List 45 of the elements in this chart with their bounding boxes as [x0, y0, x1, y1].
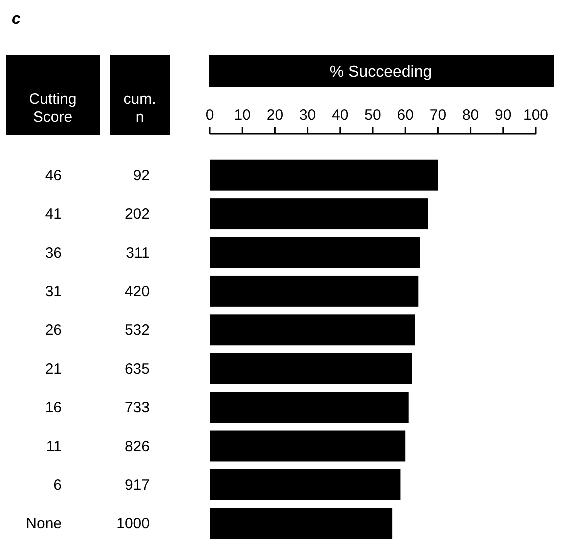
- y-axis-title: Cutting Score: [29, 91, 77, 126]
- x2-tick-label: 20: [266, 107, 284, 124]
- y2-tick-label: 826: [124, 438, 150, 456]
- x2-tick-label: 90: [495, 107, 512, 124]
- bar: [210, 198, 428, 230]
- x2-tick-label: 0: [206, 107, 214, 124]
- x2-tick-label: 80: [462, 107, 480, 124]
- y2-tick-label: 420: [124, 283, 150, 300]
- x2-tick-label: 10: [234, 107, 251, 124]
- x2-tick-label: 50: [364, 107, 382, 124]
- bar: [210, 160, 438, 191]
- y-tick-label: None: [26, 516, 62, 533]
- bar: [210, 353, 412, 384]
- y2-tick-label: 917: [124, 476, 150, 494]
- y2-tick-label: 532: [124, 322, 150, 340]
- bar: [210, 469, 401, 500]
- x2-tick-label: 70: [430, 107, 447, 124]
- bar: [210, 508, 393, 540]
- y2-tick-label: 92: [133, 167, 150, 184]
- y-tick-label: 46: [45, 167, 62, 184]
- y2-tick-label: 1000: [116, 516, 150, 533]
- y2-axis-title: cum. n: [124, 91, 156, 126]
- y-tick-label: 6: [54, 476, 62, 494]
- text: c: [12, 11, 21, 28]
- bar: [210, 276, 419, 307]
- y2-tick-label: 635: [124, 360, 150, 378]
- y-tick-label: 31: [45, 283, 62, 300]
- bar: [210, 237, 420, 268]
- bar: [210, 430, 406, 462]
- x2-tick-label: 100: [523, 107, 549, 124]
- x2-tick-label: 60: [397, 107, 414, 124]
- x-axis-title: % Succeeding: [330, 64, 432, 81]
- x2-tick-label: 40: [332, 107, 349, 124]
- y-tick-label: 11: [46, 438, 62, 456]
- x2-tick-label: 30: [299, 107, 316, 124]
- y-tick-label: 16: [45, 400, 62, 417]
- bar: [210, 392, 409, 424]
- y-tick-label: 26: [45, 322, 62, 340]
- bar: [210, 314, 416, 346]
- y2-tick-label: 733: [124, 400, 150, 417]
- y2-tick-label: 311: [126, 244, 150, 262]
- y2-tick-label: 202: [124, 206, 150, 224]
- y-tick-label: 41: [45, 206, 62, 224]
- y-tick-label: 21: [45, 360, 62, 378]
- y-tick-label: 36: [45, 244, 62, 262]
